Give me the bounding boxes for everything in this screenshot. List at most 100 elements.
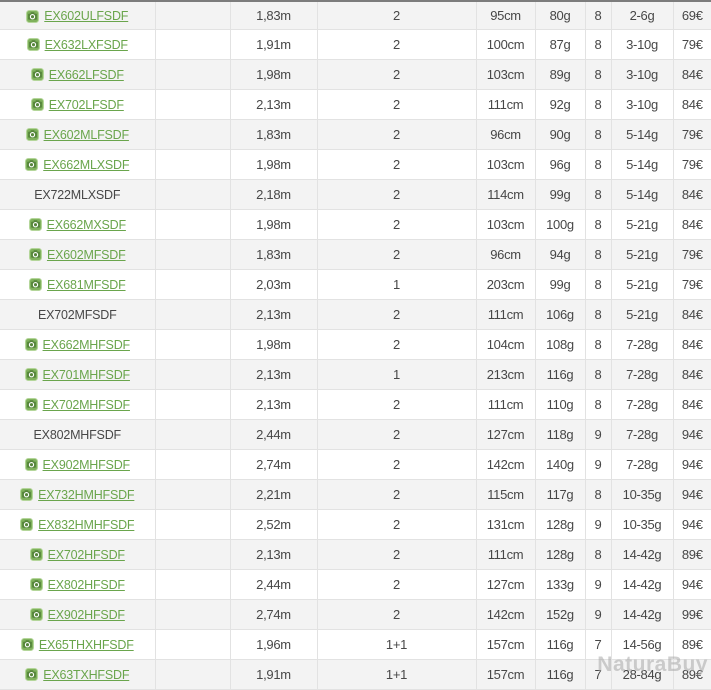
spacer-cell: [154, 88, 231, 120]
spacer-cell: [154, 268, 231, 300]
product-text: EX802MHFSDF: [33, 427, 122, 442]
weight-cell: 89g: [534, 58, 586, 90]
product-link[interactable]: EX602MFSDF: [46, 247, 126, 262]
table-row: EX632LXFSDF 1,91m 2 100cm 87g 8 3-10g 79…: [0, 28, 711, 60]
product-text: EX702MFSDF: [37, 307, 117, 322]
weight-cell: 87g: [534, 28, 586, 60]
model-link-wrap[interactable]: EX702HFSDF: [29, 547, 125, 562]
model-link-wrap[interactable]: EX602MLFSDF: [25, 127, 130, 142]
product-link[interactable]: EX902MHFSDF: [42, 457, 131, 472]
model-link-wrap[interactable]: EX832HMHFSDF: [20, 517, 135, 532]
camera-icon: [28, 248, 42, 262]
closed-length-cell: 100cm: [475, 28, 536, 60]
spacer-cell: [154, 508, 231, 540]
table-row: EX602MLFSDF 1,83m 2 96cm 90g 8 5-14g 79€: [0, 118, 711, 150]
product-link[interactable]: EX662MHFSDF: [42, 337, 131, 352]
weight-cell: 128g: [534, 508, 586, 540]
model-link-wrap[interactable]: EX63TXHFSDF: [25, 668, 129, 682]
camera-icon: [28, 278, 42, 292]
casting-weight-cell: 7-28g: [610, 448, 674, 480]
length-cell: 1,96m: [229, 628, 318, 660]
product-link[interactable]: EX702HFSDF: [47, 547, 125, 562]
guides-cell: 8: [584, 358, 612, 390]
product-link[interactable]: EX702MHFSDF: [42, 397, 131, 412]
length-cell: 2,13m: [229, 388, 318, 420]
weight-cell: 106g: [534, 298, 586, 330]
product-link[interactable]: EX802HFSDF: [47, 577, 125, 592]
price-cell: 69€: [672, 1, 711, 30]
spacer-cell: [154, 418, 231, 450]
closed-length-cell: 142cm: [475, 448, 536, 480]
weight-cell: 110g: [534, 388, 586, 420]
product-link[interactable]: EX662MXSDF: [46, 217, 126, 232]
casting-weight-cell: 5-21g: [610, 208, 674, 240]
spacer-cell: [154, 658, 231, 690]
product-link[interactable]: EX832HMHFSDF: [38, 517, 135, 532]
sections-cell: 2: [316, 178, 477, 210]
spacer-cell: [154, 28, 231, 60]
model-link-wrap[interactable]: EX802HFSDF: [29, 577, 125, 592]
length-cell: 2,52m: [229, 508, 318, 540]
model-link-wrap[interactable]: EX65THXHFSDF: [20, 637, 134, 652]
product-link[interactable]: EX732HMHFSDF: [38, 487, 135, 502]
length-cell: 2,44m: [229, 568, 318, 600]
model-link-wrap[interactable]: EX632LXFSDF: [26, 37, 128, 52]
model-link-wrap[interactable]: EX662MLXSDF: [25, 158, 129, 172]
guides-cell: 9: [584, 448, 612, 480]
weight-cell: 140g: [534, 448, 586, 480]
price-cell: 99€: [672, 598, 711, 630]
price-cell: 79€: [672, 238, 711, 270]
model-link-wrap[interactable]: EX681MFSDF: [28, 277, 126, 292]
product-link[interactable]: EX681MFSDF: [46, 277, 126, 292]
weight-cell: 116g: [534, 658, 586, 690]
price-cell: 94€: [672, 448, 711, 480]
model-link-wrap[interactable]: EX662MHFSDF: [24, 337, 131, 352]
model-cell: EX662MLXSDF: [0, 148, 156, 180]
product-link[interactable]: EX902HFSDF: [47, 607, 125, 622]
product-link[interactable]: EX701MHFSDF: [42, 367, 131, 382]
product-link[interactable]: EX602MLFSDF: [43, 127, 130, 142]
model-cell: EX632LXFSDF: [0, 28, 156, 60]
sections-cell: 1: [316, 358, 477, 390]
model-link-wrap[interactable]: EX702MHFSDF: [24, 397, 131, 412]
casting-weight-cell: 5-21g: [610, 298, 674, 330]
spacer-cell: [154, 538, 231, 570]
model-link-wrap[interactable]: EX701MHFSDF: [24, 367, 131, 382]
casting-weight-cell: 7-28g: [610, 418, 674, 450]
camera-icon: [30, 68, 44, 82]
model-link-wrap[interactable]: EX662MXSDF: [28, 217, 126, 232]
model-link-wrap[interactable]: EX902HFSDF: [29, 607, 125, 622]
model-link-wrap[interactable]: EX732HMHFSDF: [20, 487, 135, 502]
product-link[interactable]: EX632LXFSDF: [44, 37, 128, 52]
model-link-wrap[interactable]: EX602ULFSDF: [26, 9, 128, 23]
sections-cell: 2: [316, 418, 477, 450]
model-link-wrap[interactable]: EX602MFSDF: [28, 247, 126, 262]
model-link-wrap[interactable]: EX662LFSDF: [30, 67, 124, 82]
model-link-wrap[interactable]: EX902MHFSDF: [24, 457, 131, 472]
casting-weight-cell: 14-56g: [610, 628, 674, 660]
guides-cell: 8: [584, 1, 612, 30]
closed-length-cell: 111cm: [475, 298, 536, 330]
weight-cell: 96g: [534, 148, 586, 180]
product-link[interactable]: EX662LFSDF: [48, 67, 124, 82]
product-link[interactable]: EX662MLXSDF: [43, 157, 130, 172]
product-link[interactable]: EX602ULFSDF: [44, 9, 129, 24]
price-cell: 84€: [672, 178, 711, 210]
guides-cell: 8: [584, 388, 612, 420]
product-link[interactable]: EX65THXHFSDF: [38, 637, 134, 652]
model-link-wrap[interactable]: EX702LFSDF: [30, 97, 124, 112]
length-cell: 2,13m: [229, 298, 318, 330]
guides-cell: 9: [584, 508, 612, 540]
price-cell: 94€: [672, 568, 711, 600]
price-cell: 94€: [672, 478, 711, 510]
product-link[interactable]: EX63TXHFSDF: [43, 667, 130, 682]
product-link[interactable]: EX702LFSDF: [48, 97, 124, 112]
price-cell: 94€: [672, 418, 711, 450]
camera-icon: [30, 98, 44, 112]
table-row: EX662LFSDF 1,98m 2 103cm 89g 8 3-10g 84€: [0, 58, 711, 90]
closed-length-cell: 95cm: [475, 1, 536, 30]
casting-weight-cell: 5-14g: [610, 118, 674, 150]
price-cell: 89€: [672, 538, 711, 570]
camera-icon: [24, 338, 38, 352]
table-row: EX702MFSDF 2,13m 2 111cm 106g 8 5-21g 84…: [0, 298, 711, 330]
